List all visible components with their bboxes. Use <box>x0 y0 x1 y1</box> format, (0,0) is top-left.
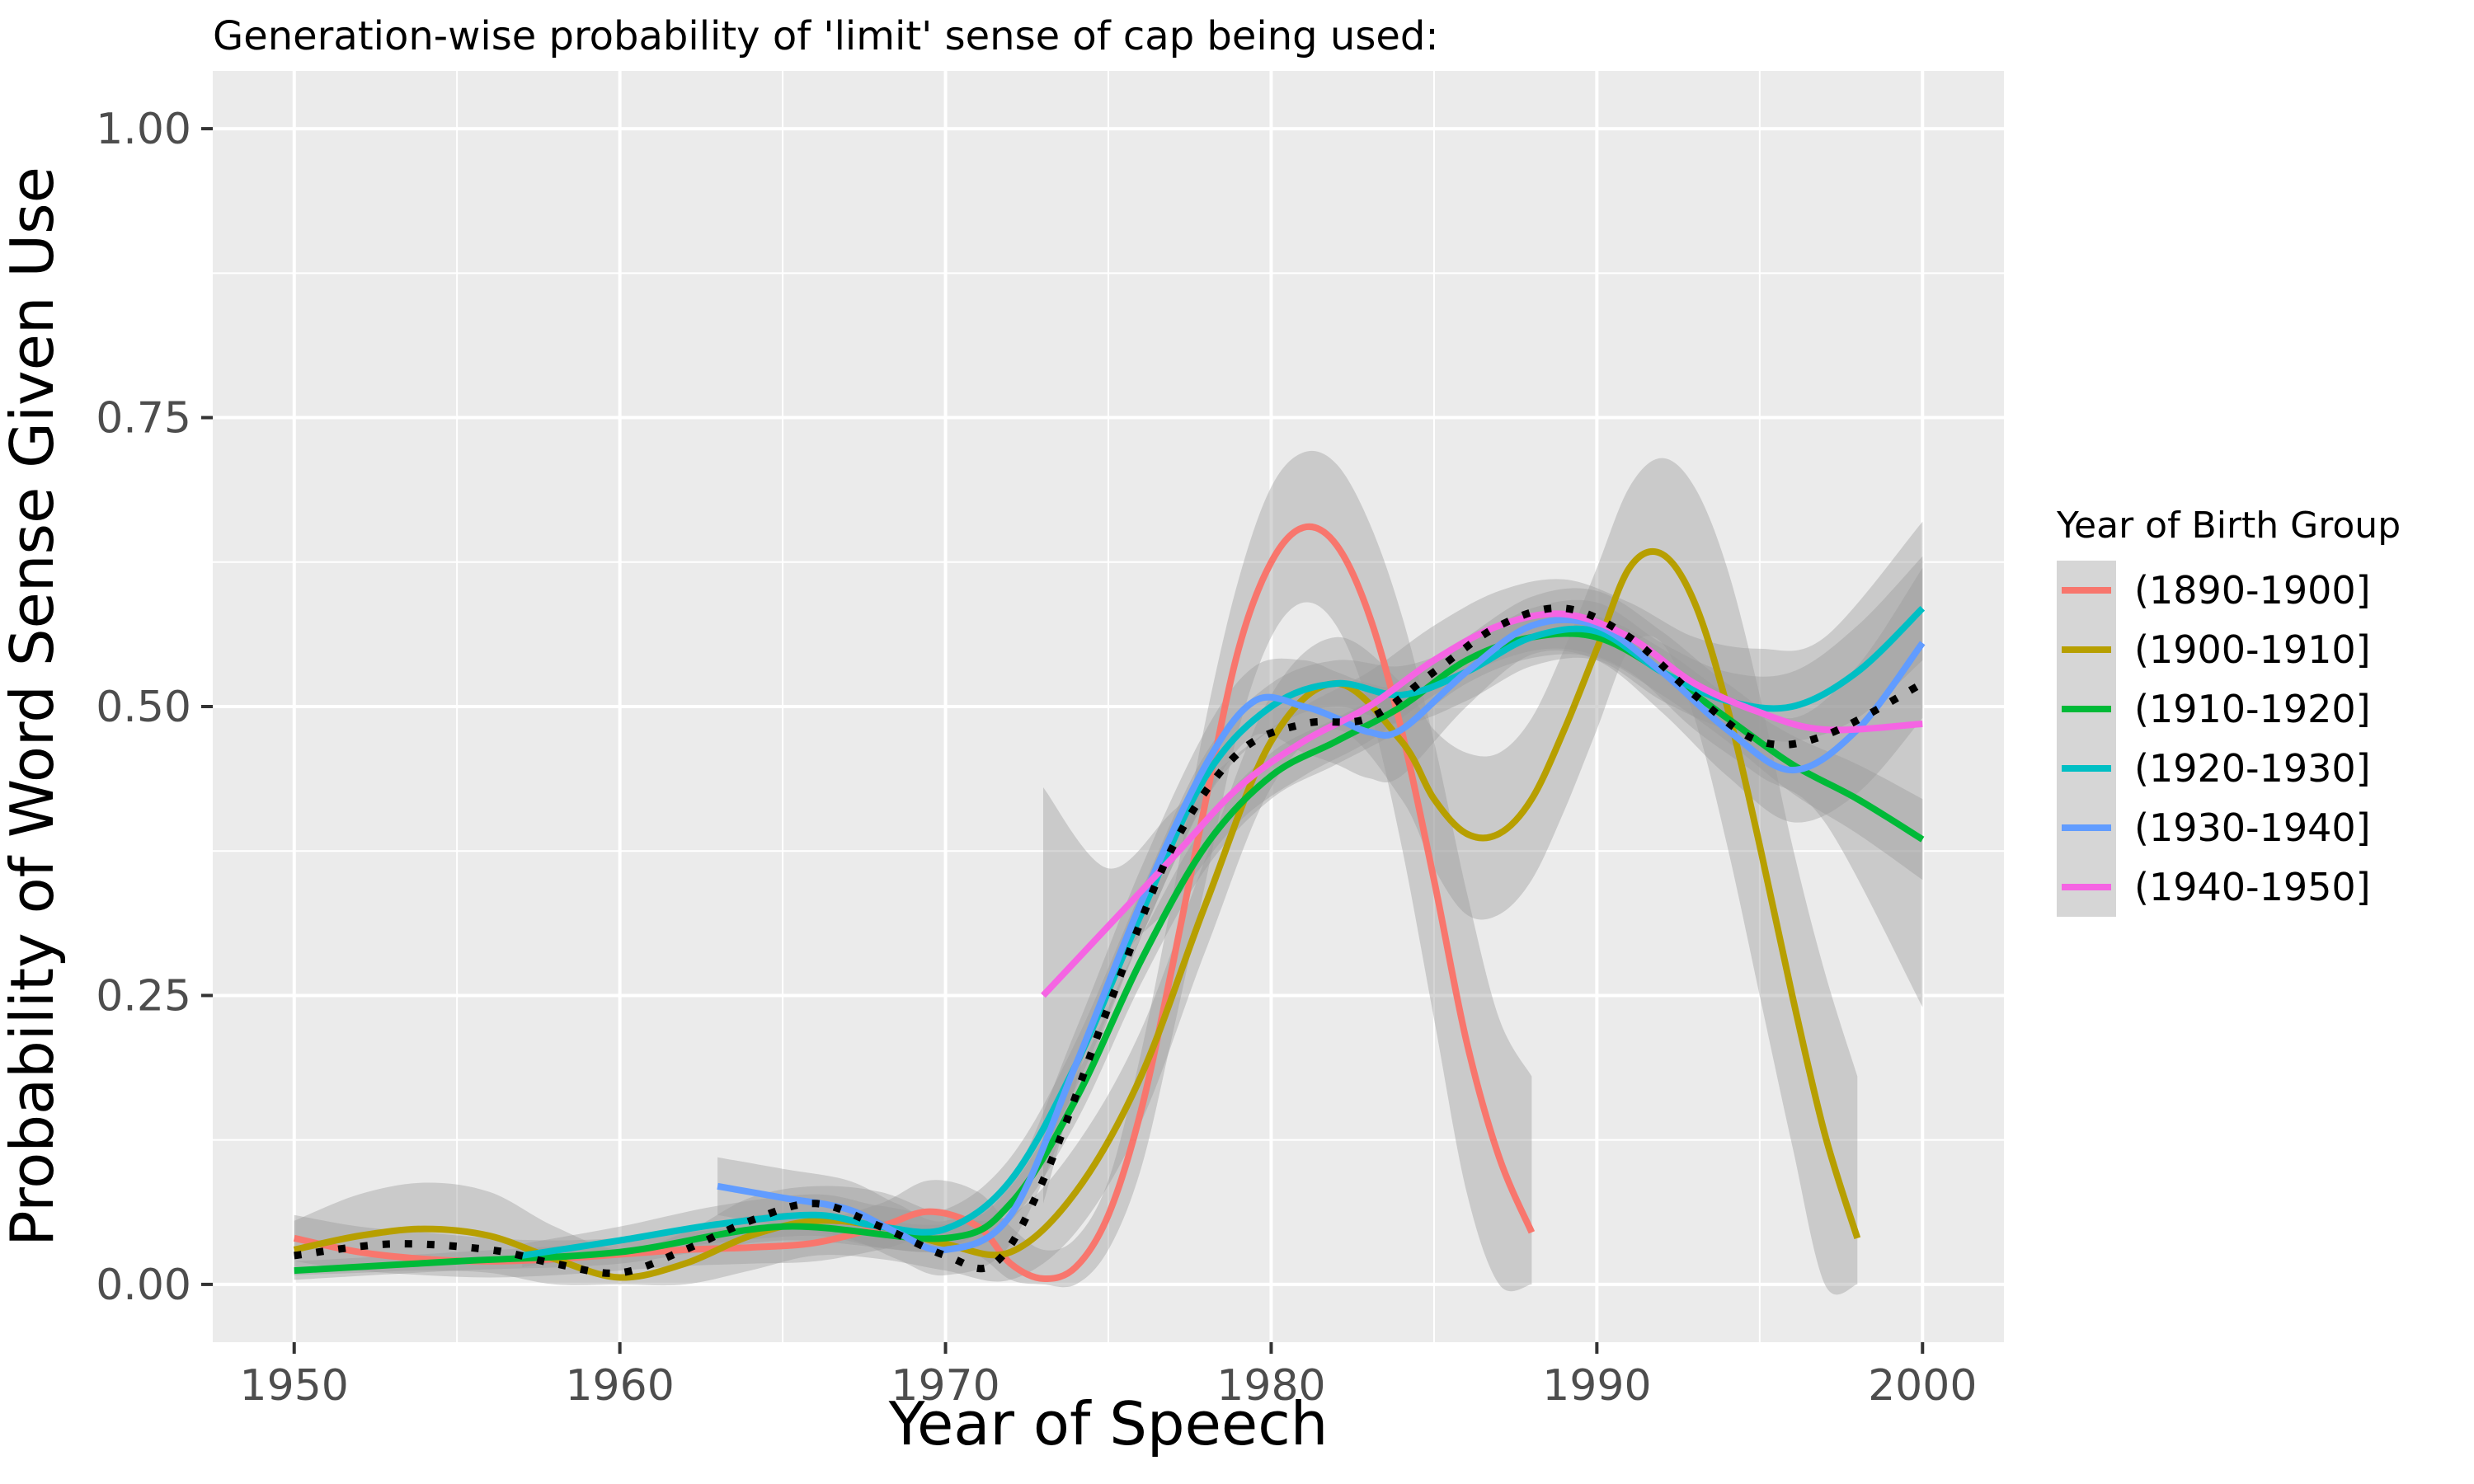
y-axis-label: Probability of Word Sense Given Use <box>0 167 67 1247</box>
trend-line <box>294 603 1925 1277</box>
y-tick-label: 0.75 <box>96 394 191 444</box>
legend-label: (1920-1930] <box>2134 746 2371 791</box>
legend: Year of Birth Group (1890-1900] (1900-191… <box>2056 505 2401 917</box>
y-axis: 0.00 0.25 0.50 0.75 1.00 <box>96 105 213 1310</box>
x-tick-label: 1960 <box>565 1361 674 1411</box>
x-tick-label: 1950 <box>240 1361 349 1411</box>
confidence-ribbon <box>294 450 1532 1292</box>
series-line <box>717 616 1926 1254</box>
trend-line-layer <box>294 603 1925 1277</box>
chart-title: Generation-wise probability of 'limit' s… <box>213 13 1439 59</box>
x-tick-label: 2000 <box>1868 1361 1977 1411</box>
x-tick-label: 1970 <box>891 1361 999 1411</box>
legend-title: Year of Birth Group <box>2056 505 2401 547</box>
y-tick-label: 0.00 <box>96 1261 191 1310</box>
legend-label: (1910-1920] <box>2134 687 2371 731</box>
confidence-ribbon <box>294 458 1858 1295</box>
legend-key-background <box>2057 561 2116 917</box>
x-axis: 1950 1960 1970 1980 1990 2000 <box>240 1342 1977 1411</box>
series-line <box>1041 610 1923 998</box>
x-tick-label: 1980 <box>1216 1361 1325 1411</box>
x-tick-label: 1990 <box>1542 1361 1651 1411</box>
legend-label: (1900-1910] <box>2134 627 2371 672</box>
legend-label: (1930-1940] <box>2134 805 2371 850</box>
legend-label: (1890-1900] <box>2134 568 2371 613</box>
y-tick-label: 1.00 <box>96 105 191 154</box>
series-line <box>293 547 1861 1281</box>
series-line <box>521 605 1926 1259</box>
grid-major <box>213 71 2004 1342</box>
y-tick-label: 0.25 <box>96 971 191 1021</box>
y-tick-label: 0.50 <box>96 683 191 732</box>
legend-label: (1940-1950] <box>2134 865 2371 909</box>
x-axis-label: Year of Speech <box>888 1389 1329 1458</box>
